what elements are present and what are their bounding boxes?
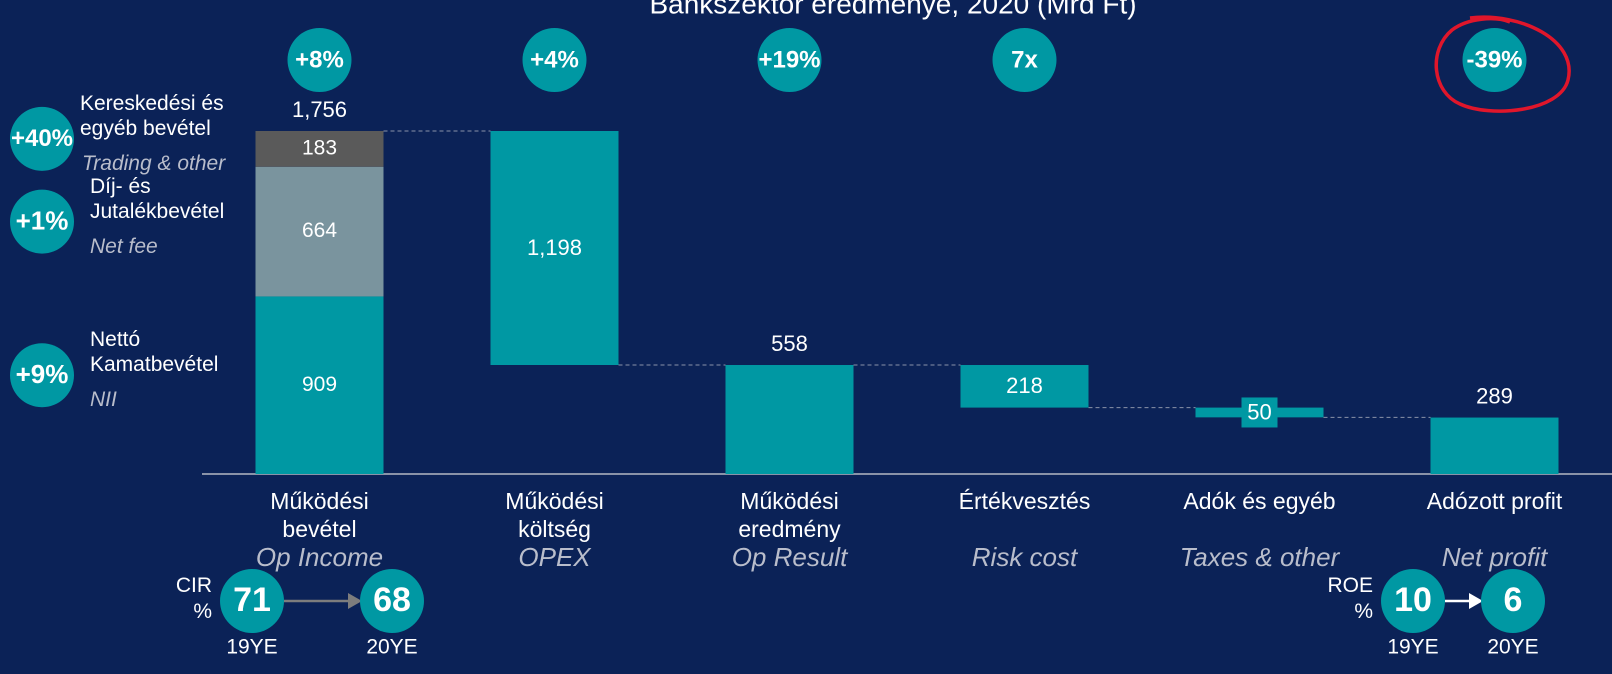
value-label: 1,198 [527,235,582,260]
kpi-arrow-head [348,593,362,609]
kpi-to-label: 20YE [366,636,417,659]
segment-label: 909 [302,373,337,396]
segment-change-bubble [10,106,74,171]
change-bubble [1462,28,1527,92]
change-text: +8% [295,46,344,73]
change-text: 7x [1011,46,1038,73]
change-bubble [522,28,587,92]
kpi-from-bubble [1381,569,1445,633]
category-label-en: Risk cost [971,542,1078,572]
kpi-to-text: 68 [373,581,411,619]
kpi-to-bubble [360,569,424,633]
segment-label: 183 [302,136,337,159]
category-label: Adók és egyéb [1183,488,1336,514]
kpi-label: CIR % [175,574,212,624]
value-label: 50 [1247,399,1271,424]
kpi-to-bubble [1481,569,1545,633]
bar [725,365,854,474]
kpi-from-label: 19YE [226,636,277,659]
stack-segment [255,296,384,474]
segment-name: Nettó Kamatbevétel [90,328,219,377]
segment-name-en: Trading & other [82,151,226,175]
kpi-from-label: 19YE [1387,636,1438,659]
segment-change-bubble [10,343,74,408]
segment-label: 664 [302,219,337,242]
change-text: +4% [530,46,579,73]
category-label-en: Op Income [255,542,384,572]
segment-name: Kereskedési és egyéb bevétel [80,91,224,141]
value-label-box [1241,397,1278,428]
value-label: 1,756 [292,97,347,122]
category-label-en: Net profit [1441,542,1548,572]
category-label-en: Op Result [731,542,848,572]
segment-change-text: +40% [11,125,73,152]
bar [960,365,1089,408]
value-label: 558 [771,331,808,356]
kpi-label: ROE % [1327,574,1373,624]
change-text: -39% [1466,46,1522,73]
category-label: Működési költség [505,488,604,542]
category-label: Működési bevétel [270,488,369,542]
category-label: Működési eredmény [738,488,841,542]
kpi-from-bubble [220,569,284,633]
kpi-from-text: 71 [233,581,271,619]
kpi-from-text: 10 [1394,581,1432,619]
kpi-arrow-head [1469,593,1483,609]
segment-name: Díj- és Jutalékbevétel [90,174,225,223]
segment-change-bubble [10,189,74,254]
change-bubble [287,28,352,92]
bar [490,131,619,366]
segment-change-text: +9% [16,359,69,389]
value-label: 289 [1476,383,1513,408]
stack-segment [255,131,384,167]
segment-name-en: Net fee [90,234,158,258]
segment-change-text: +1% [16,205,69,235]
bar [1430,417,1559,474]
value-label: 218 [1006,373,1043,398]
change-bubble [992,28,1057,92]
category-label: Adózott profit [1426,488,1563,514]
change-text: +19% [758,46,820,73]
stack-segment [255,166,384,297]
kpi-to-text: 6 [1504,581,1523,619]
kpi-to-label: 20YE [1487,636,1538,659]
category-label-en: Taxes & other [1179,542,1340,572]
segment-name-en: NII [90,388,117,412]
category-label: Értékvesztés [958,488,1091,514]
category-label-en: OPEX [518,542,591,572]
highlight-circle [1434,15,1571,113]
change-bubble [757,28,822,92]
chart-title: Bankszektor eredménye, 2020 (Mrd Ft) [649,0,1136,19]
